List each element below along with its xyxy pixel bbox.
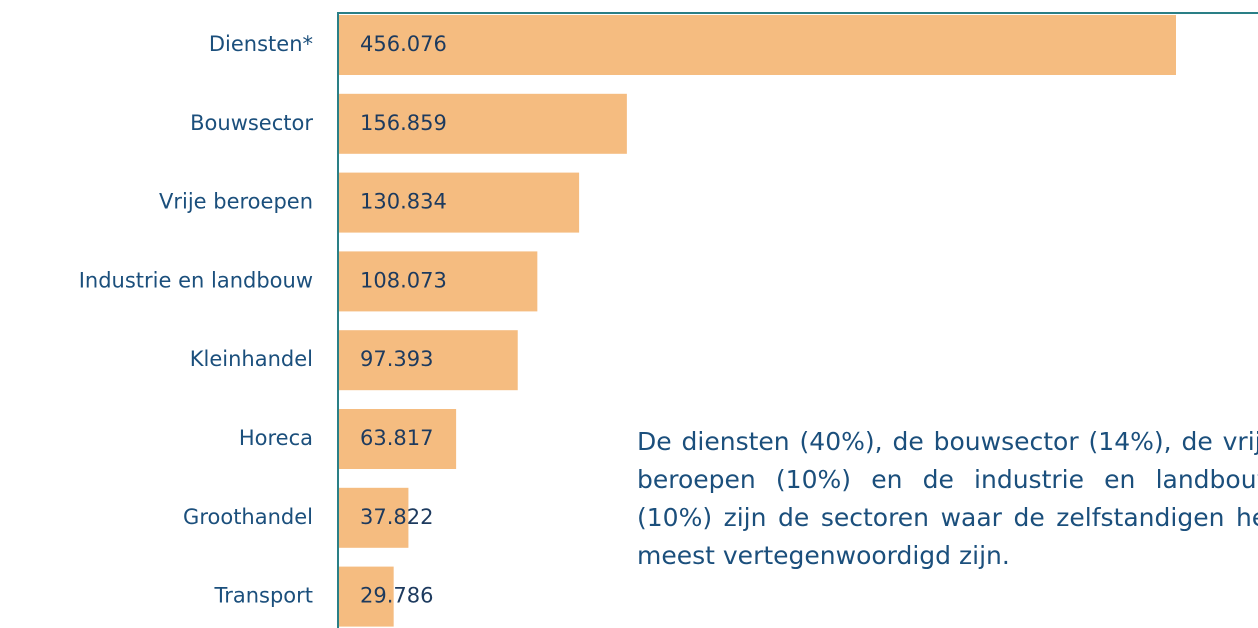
category-label: Bouwsector — [190, 111, 313, 135]
bar — [339, 15, 1176, 75]
bar — [339, 172, 580, 233]
value-label: 97.393 — [360, 347, 433, 371]
category-label: Groothandel — [183, 505, 313, 529]
category-label: Diensten* — [209, 32, 313, 56]
category-label: Kleinhandel — [190, 347, 313, 371]
bar — [339, 409, 457, 469]
value-label: 29.786 — [360, 584, 433, 608]
value-label: 130.834 — [360, 190, 447, 214]
category-label: Horeca — [239, 426, 313, 450]
bar — [339, 330, 518, 391]
value-label: 456.076 — [360, 32, 447, 56]
value-label: 63.817 — [360, 426, 433, 450]
category-label: Transport — [213, 584, 313, 608]
bar — [339, 93, 627, 154]
category-label: Vrije beroepen — [159, 190, 313, 214]
category-label: Industrie en landbouw — [79, 268, 313, 292]
bar — [339, 487, 409, 548]
value-label: 37.822 — [360, 505, 433, 529]
bar — [339, 566, 394, 627]
bar — [339, 251, 538, 312]
value-label: 108.073 — [360, 268, 447, 292]
value-label: 156.859 — [360, 111, 447, 135]
annotation: De diensten (40%), de bouwsector (14%), … — [637, 427, 1258, 570]
